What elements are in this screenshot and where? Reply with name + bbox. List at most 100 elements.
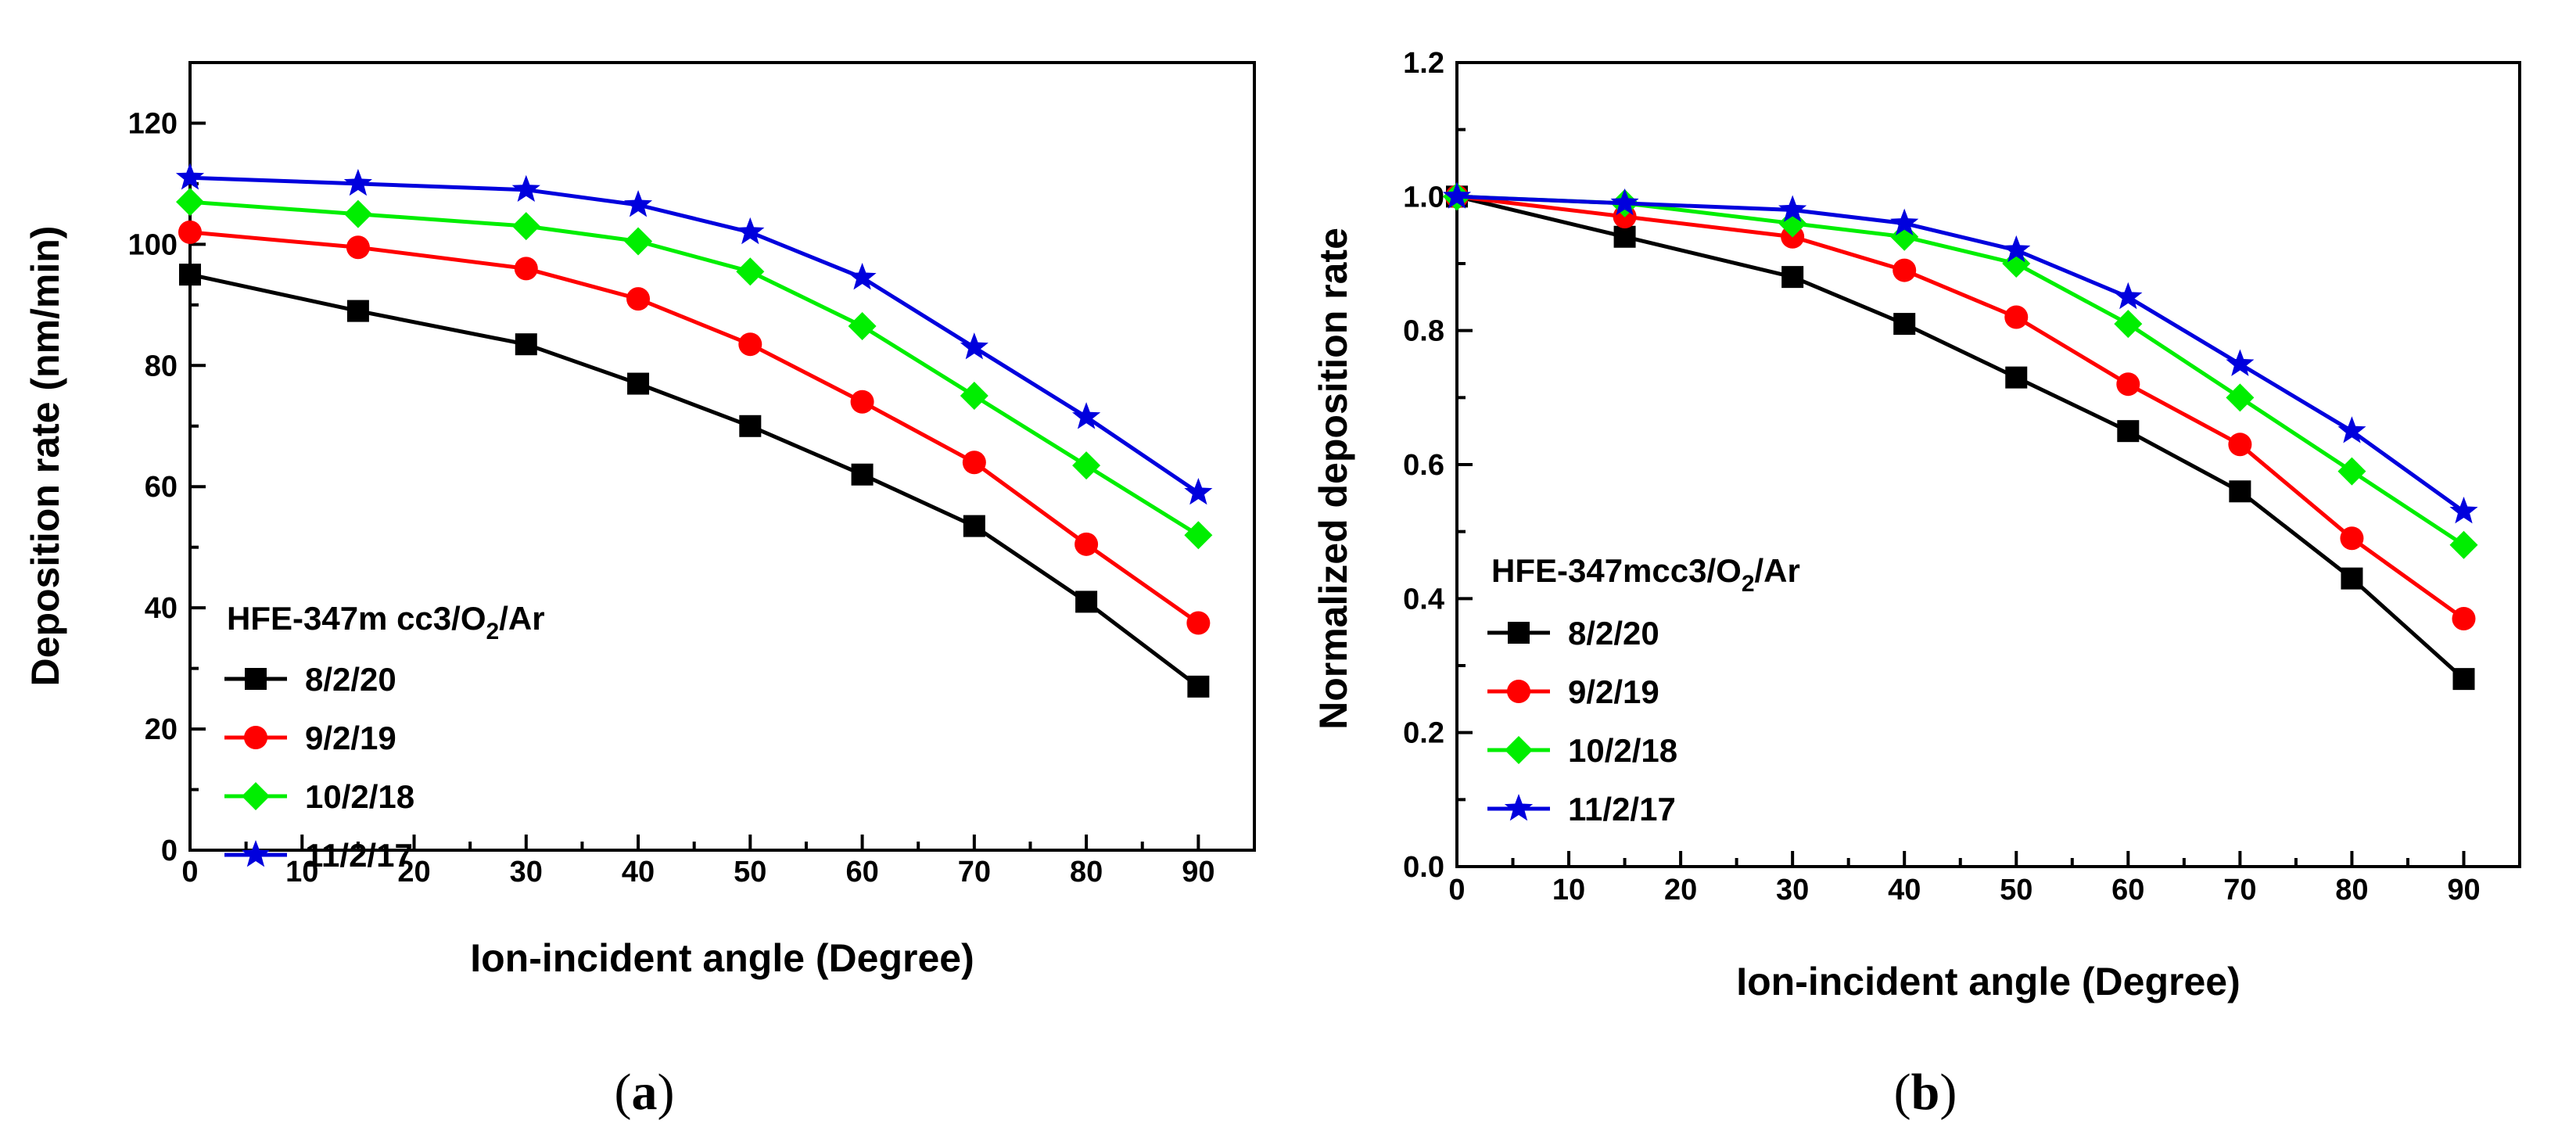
data-point [1778,195,1807,222]
legend-label: 10/2/18 [1568,732,1677,769]
y-tick-label: 60 [145,471,178,504]
legend-title-subscript: 2 [1742,571,1755,597]
y-tick-label: 0.6 [1403,449,1444,482]
data-point [960,332,988,360]
panel-label-open: ( [615,1064,632,1121]
y-tick-label: 40 [145,592,178,625]
panel-label-letter: b [1911,1064,1940,1121]
data-point [511,174,540,202]
x-tick-label: 90 [1182,856,1214,889]
data-point [2226,383,2255,412]
data-point [175,163,205,190]
y-tick-label: 20 [145,713,178,746]
series-line [1456,194,2465,514]
legend-marker [1505,736,1533,764]
data-point [2002,235,2031,263]
x-tick-label: 70 [958,856,991,889]
data-point [1613,225,1636,248]
data-point [738,332,762,357]
data-point [627,372,650,395]
data-point [1442,181,1472,209]
plot-frame [188,61,1256,852]
data-point [963,515,985,537]
x-tick-label: 0 [181,856,198,889]
x-tick-label: 10 [1552,874,1585,906]
data-point [624,190,653,217]
legend-marker [244,726,267,749]
data-point [626,287,651,311]
legend-marker [1504,794,1534,821]
data-point [848,311,877,340]
x-tick-label: 40 [1888,874,1921,906]
y-tick-label: 80 [145,350,178,382]
data-point [2229,480,2251,503]
y-axis-title: Deposition rate (nm/min) [23,226,67,687]
data-point [2452,668,2475,691]
y-tick-label: 120 [128,107,178,140]
x-tick-label: 80 [2335,874,2368,906]
y-axis-title: Normalized deposition rate [1311,228,1355,730]
x-tick-label: 0 [1448,874,1465,906]
data-point [2114,282,2143,310]
data-point [2337,416,2366,443]
y-tick-label: 0.2 [1403,717,1444,750]
legend-title-main: HFE-347m cc3/O [227,600,486,637]
x-tick-label: 90 [2447,874,2480,906]
legend-label: 8/2/20 [305,661,396,698]
data-point [514,257,538,281]
data-point [2341,567,2363,590]
series-line [1456,194,2465,547]
y-tick-label: 1.2 [1403,47,1444,80]
data-point [2004,305,2029,329]
legend-label: 9/2/19 [1568,673,1659,710]
data-point [2340,526,2364,551]
legend-marker [245,668,267,690]
data-point [1187,675,1210,698]
data-point [850,390,874,414]
data-point [1072,402,1101,429]
series-10-2-18 [1443,182,2478,559]
x-axis-title: Ion-incident angle (Degree) [1736,960,2241,1003]
x-tick-label: 40 [622,856,655,889]
series-9-2-19 [178,220,1211,635]
legend-title-subscript: 2 [486,619,500,644]
data-point [848,263,877,290]
legend-marker [241,840,271,867]
legend: HFE-347mcc3/O2/Ar 8/2/20 9/2/19 10/2/18 11/2… [1487,552,1800,827]
y-tick-label: 1.0 [1403,181,1444,214]
x-tick-label: 60 [845,856,878,889]
x-tick-label: 10 [285,856,318,889]
data-point [2116,372,2140,397]
data-point [179,264,201,286]
data-point [176,188,204,217]
data-point [2117,420,2140,443]
x-tick-label: 20 [1664,874,1697,906]
series-11-2-17 [1442,181,2478,524]
y-tick-label: 0.8 [1403,315,1444,348]
series-line [1456,194,2466,680]
data-point [511,212,540,241]
data-point [739,415,762,437]
x-tick-label: 70 [2223,874,2256,906]
data-point [346,235,370,260]
legend-label: 9/2/19 [305,720,396,756]
legend-title-main: HFE-347mcc3/O [1491,552,1742,589]
panel-label-close: ) [658,1064,675,1121]
y-tick-label: 0 [161,835,178,867]
x-tick-label: 20 [397,856,430,889]
data-point [1184,521,1213,550]
data-point [346,300,369,322]
legend-item: 10/2/18 [224,778,414,815]
series-line [189,230,1200,625]
legend-marker [242,782,270,810]
series-11-2-17 [175,163,1213,505]
legend-title: HFE-347mcc3/O2/Ar [1491,552,1800,597]
data-point [1893,313,1916,336]
data-point [960,382,988,411]
x-tick-label: 50 [2000,874,2032,906]
legend-item: 9/2/19 [224,720,396,756]
legend-item: 11/2/17 [1487,791,1676,827]
x-tick-label: 80 [1070,856,1103,889]
data-point [2226,349,2255,376]
